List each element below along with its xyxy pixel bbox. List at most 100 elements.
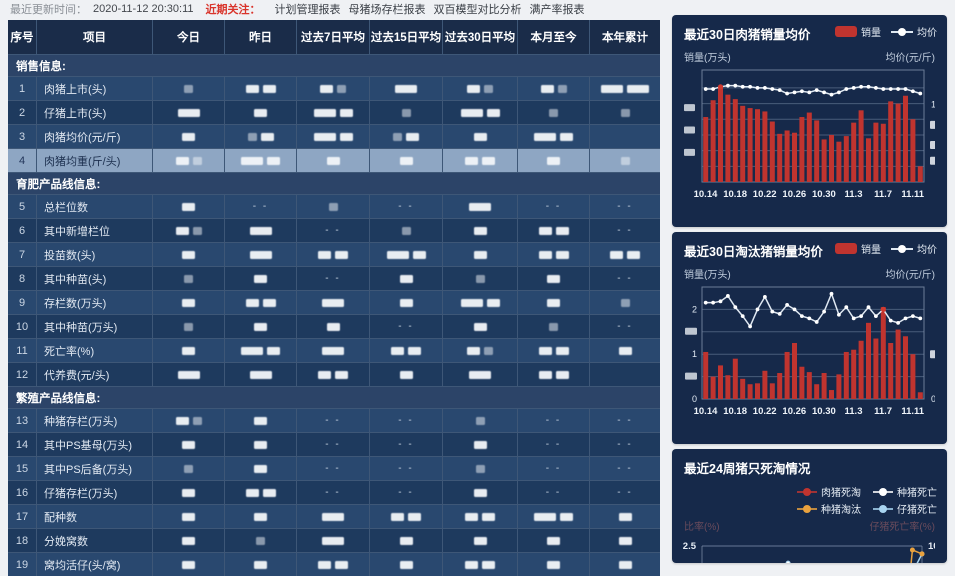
redacted-value	[547, 560, 560, 569]
table-row[interactable]: 5 总栏位数 - -- -- -- -	[8, 194, 660, 218]
bar	[740, 378, 746, 399]
table-cell	[589, 125, 660, 148]
redacted-value	[399, 274, 413, 283]
table-row[interactable]: 2 仔猪上市(头)	[8, 100, 660, 124]
redacted-value	[254, 108, 267, 117]
x-tick-label: 11.7	[874, 406, 892, 417]
redacted-value	[335, 560, 348, 569]
row-label: 其中种苗(头)	[36, 267, 152, 290]
chart1-legend: 销量 均价	[835, 24, 937, 39]
table-cell	[296, 101, 369, 124]
row-number: 10	[15, 320, 29, 333]
legend-item[interactable]: 种猪淘汰	[797, 501, 861, 516]
row-label: 总栏位数	[36, 195, 152, 218]
report-link[interactable]: 双百模型对比分析	[433, 4, 522, 16]
table-row[interactable]: 12 代养费(元/头)	[8, 362, 660, 386]
redacted-value	[473, 132, 487, 141]
table-cell	[152, 195, 224, 218]
bar	[821, 139, 827, 182]
row-number: 14	[15, 438, 29, 451]
redacted-value	[412, 250, 426, 259]
bar	[806, 112, 812, 182]
line-swatch-icon	[891, 27, 913, 37]
report-link[interactable]: 满产率报表	[529, 4, 585, 16]
legend-item[interactable]: 均价	[891, 24, 937, 39]
table-row[interactable]: 11 死亡率(%)	[8, 338, 660, 362]
row-number: 6	[18, 224, 26, 237]
kpi-table: 序号 项目 今日 昨日 过去7日平均 过去15日平均 过去30日平均 本月至今 本年累计 销售信…	[8, 20, 660, 576]
table-row[interactable]: 6 其中新增栏位 - - - -	[8, 218, 660, 242]
svg-text:2: 2	[692, 304, 697, 314]
table-row[interactable]: 15 其中PS后备(万头) - -- -- -- -	[8, 456, 660, 480]
bar	[755, 109, 760, 182]
redacted-value	[337, 84, 346, 93]
table-row[interactable]: 7 投苗数(头)	[8, 242, 660, 266]
redacted-value	[184, 322, 193, 331]
table-row[interactable]: 16 仔猪存栏(万头) - -- -- -- -	[8, 480, 660, 504]
redacted-value	[391, 346, 404, 355]
chart2-title: 最近30日淘汰猪销量均价	[684, 245, 823, 259]
row-number: 16	[15, 486, 29, 499]
line-marker	[896, 87, 900, 91]
redacted-value	[177, 370, 200, 379]
table-row[interactable]: 18 分娩窝数	[8, 528, 660, 552]
table-row[interactable]: 10 其中种苗(万头) - - - -	[8, 314, 660, 338]
table-row[interactable]: 3 肉猪均价(元/斤)	[8, 124, 660, 148]
table-row[interactable]: 1 肉猪上市(头)	[8, 76, 660, 100]
table-cell	[442, 363, 517, 386]
line-marker	[718, 299, 723, 304]
table-row[interactable]: 4 肉猪均重(斤/头)	[8, 148, 660, 172]
redacted-value	[247, 132, 257, 141]
report-link[interactable]: 计划管理报表	[274, 4, 341, 16]
table-row[interactable]: 13 种猪存栏(万头) - -- -- -- -	[8, 408, 660, 432]
bar	[895, 103, 901, 182]
table-row[interactable]: 8 其中种苗(头) - - - -	[8, 266, 660, 290]
redacted-value	[182, 560, 195, 569]
table-row[interactable]: 14 其中PS基母(万头) - -- -- -- -	[8, 432, 660, 456]
table-cell: - -	[369, 457, 442, 480]
table-row[interactable]: 17 配种数	[8, 504, 660, 528]
legend-item[interactable]: 仔猪死亡	[873, 501, 937, 516]
redacted-value	[555, 346, 569, 355]
line-marker	[792, 307, 797, 312]
table-cell	[224, 291, 296, 314]
legend-item[interactable]: 肉猪死淘	[797, 484, 861, 499]
line-marker	[711, 87, 715, 91]
legend-item[interactable]: 种猪死亡	[873, 484, 937, 499]
bar-line-chart: 10.14 10.18 10.22 10.26 10.30 11.3 11.7 11.11 1	[684, 69, 935, 200]
legend-item[interactable]: 销量	[835, 241, 881, 256]
redacted-value	[267, 346, 280, 355]
table-cell	[442, 77, 517, 100]
redacted-value	[184, 84, 193, 93]
line-marker	[807, 316, 812, 321]
report-link[interactable]: 母猪场存栏报表	[348, 4, 426, 16]
bar	[910, 354, 916, 399]
chart3-right-axis-label: 仔猪死亡率(%)	[869, 522, 935, 533]
table-cell	[589, 291, 660, 314]
row-label: 种猪存栏(万头)	[36, 409, 152, 432]
bar	[836, 374, 842, 399]
legend-label: 销量	[861, 28, 881, 39]
row-label: 肉猪均重(斤/头)	[36, 149, 152, 172]
table-row[interactable]: 19 窝均活仔(头/窝)	[8, 552, 660, 576]
table-row[interactable]: 9 存栏数(万头)	[8, 290, 660, 314]
table-cell	[442, 219, 517, 242]
bar-swatch-icon	[835, 243, 857, 254]
redacted-value	[326, 322, 340, 331]
table-cell	[224, 505, 296, 528]
redacted-value	[328, 202, 338, 211]
table-cell	[517, 219, 589, 242]
redacted-tick	[930, 141, 935, 150]
table-cell	[442, 433, 517, 456]
chart1-left-axis-label: 销量(万头)	[684, 53, 731, 64]
legend-item[interactable]: 均价	[891, 241, 937, 256]
table-cell: - -	[589, 219, 660, 242]
chart3-title: 最近24周猪只死淘情况	[684, 462, 811, 476]
line-marker	[800, 89, 804, 94]
table-cell	[224, 243, 296, 266]
legend-label: 仔猪死亡	[897, 505, 937, 516]
line-marker	[777, 88, 782, 93]
line-marker	[874, 86, 878, 90]
legend-item[interactable]: 销量	[835, 24, 881, 39]
redacted-value	[320, 84, 333, 93]
